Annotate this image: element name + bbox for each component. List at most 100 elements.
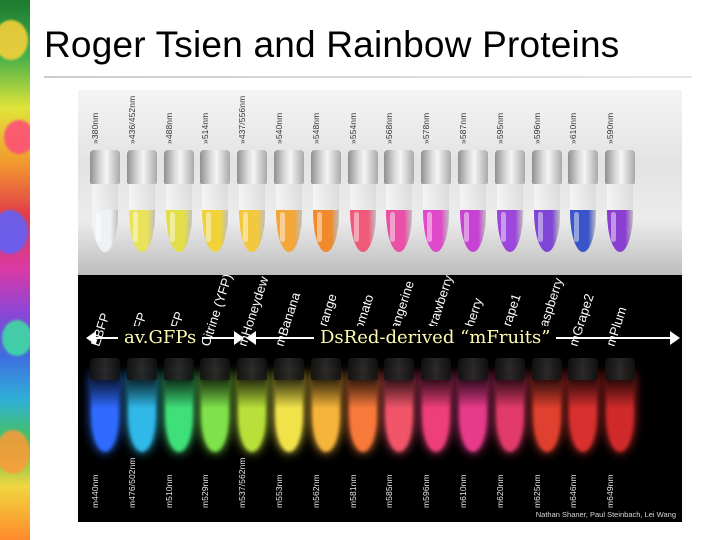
ambient-tube-row <box>78 150 682 270</box>
fluorescent-tube-row <box>78 358 682 458</box>
ambient-tube <box>200 150 231 270</box>
ambient-tube <box>421 150 452 270</box>
excitation-label-item: »610nm <box>568 90 594 150</box>
emission-label: m562nm <box>310 474 321 508</box>
tube-liquid <box>423 210 450 252</box>
emission-label: m529nm <box>200 474 211 508</box>
tube-cap <box>347 358 378 380</box>
emission-label-item: m553nm <box>274 454 300 514</box>
arrow-left-head <box>86 331 96 345</box>
tube-glow <box>459 372 487 452</box>
excitation-label-item: »595nm <box>495 90 521 150</box>
emission-label: m620nm <box>494 474 505 508</box>
tube-cap <box>90 358 120 380</box>
emission-label-item: m529nm <box>200 454 226 514</box>
tube-liquid <box>349 210 376 252</box>
excitation-label-item: »436/452nm <box>127 90 153 150</box>
fluorescent-tube <box>90 358 120 458</box>
emission-label: m581nm <box>347 474 358 508</box>
fluorescent-tube <box>568 358 599 458</box>
decorative-blob <box>0 430 30 474</box>
tube-cap <box>200 150 231 184</box>
tube-cap <box>494 358 525 380</box>
tube-liquid <box>239 210 266 252</box>
excitation-label: »514nm <box>200 112 211 144</box>
emission-label: m537/562nm <box>237 457 248 508</box>
tube-cap <box>568 358 599 380</box>
ambient-tube <box>90 150 120 270</box>
decorative-blob <box>0 20 28 60</box>
excitation-label-item: »596nm <box>532 90 558 150</box>
tube-glow <box>164 372 193 452</box>
emission-label: m646nm <box>568 474 579 508</box>
excitation-label: »596nm <box>531 112 542 144</box>
tube-glow <box>311 372 340 452</box>
tube-cap <box>310 358 341 380</box>
excitation-label: »568nm <box>384 112 395 144</box>
slide-title: Roger Tsien and Rainbow Proteins <box>44 24 620 65</box>
tube-glow <box>275 372 303 452</box>
tube-glow <box>495 372 524 452</box>
emission-label-item: m537/562nm <box>237 454 263 514</box>
excitation-label: »554nm <box>347 112 358 144</box>
excitation-label: »590nm <box>605 112 616 144</box>
tube-cap <box>237 150 268 184</box>
decorative-blob <box>4 120 30 154</box>
emission-label-item: m476/502nm <box>127 454 153 514</box>
tube-glow <box>201 372 230 452</box>
emission-label: m585nm <box>384 474 395 508</box>
excitation-label: »548nm <box>310 112 321 144</box>
ambient-tube <box>274 150 304 270</box>
tube-cap <box>421 358 452 380</box>
emission-label-item: m585nm <box>384 454 410 514</box>
emission-label: m553nm <box>274 474 284 508</box>
tube-cap <box>274 358 304 380</box>
excitation-label: »436/452nm <box>126 95 137 144</box>
tube-liquid <box>92 210 118 252</box>
tube-cap <box>200 358 231 380</box>
tube-cap <box>531 358 562 380</box>
excitation-label-item: »590nm <box>605 90 631 150</box>
tube-cap <box>126 150 157 184</box>
tube-glow <box>569 372 598 452</box>
tube-cap <box>421 150 452 184</box>
tube-cap <box>384 358 415 380</box>
fluorescent-protein-photo: »380nm »436/452nm »488nm »514nm »437/556nm »5… <box>78 90 682 522</box>
tube-cap <box>458 358 488 380</box>
tube-liquid <box>202 210 229 252</box>
av-gfps-label: av.GFPs <box>118 326 203 350</box>
tube-cap <box>163 358 194 380</box>
tube-cap <box>90 150 120 184</box>
excitation-label-item: »540nm <box>274 90 300 150</box>
ambient-tube <box>310 150 341 270</box>
tube-glow <box>385 372 414 452</box>
emission-label-item: m510nm <box>164 454 190 514</box>
decorative-rainbow-strip <box>0 0 30 540</box>
emission-label: m510nm <box>163 474 174 508</box>
tube-glow <box>127 372 156 452</box>
emission-label-item: m610nm <box>458 454 484 514</box>
tube-liquid <box>570 210 597 252</box>
excitation-label-item: »380nm <box>90 90 116 150</box>
emission-label-item: m596nm <box>421 454 447 514</box>
arrow-left-head <box>246 331 256 345</box>
ambient-tube <box>568 150 599 270</box>
excitation-label: »578nm <box>421 112 432 144</box>
excitation-label-item: »514nm <box>200 90 226 150</box>
fluorescent-tube <box>126 358 157 458</box>
emission-label: m649nm <box>605 474 616 508</box>
emission-label-item: m562nm <box>311 454 337 514</box>
tube-cap <box>163 150 194 184</box>
excitation-label-item: »568nm <box>384 90 410 150</box>
fluorescent-tube <box>384 358 415 458</box>
tube-liquid <box>386 210 413 252</box>
ambient-tube <box>126 150 157 270</box>
arrow-right-head <box>234 331 244 345</box>
emission-label-item: m620nm <box>495 454 521 514</box>
fluorescent-tube <box>310 358 341 458</box>
emission-label-item: m581nm <box>348 454 374 514</box>
tube-cap <box>310 150 341 184</box>
emission-label: m625nm <box>531 474 542 508</box>
tube-cap <box>384 150 415 184</box>
fluorescent-tube <box>458 358 488 458</box>
